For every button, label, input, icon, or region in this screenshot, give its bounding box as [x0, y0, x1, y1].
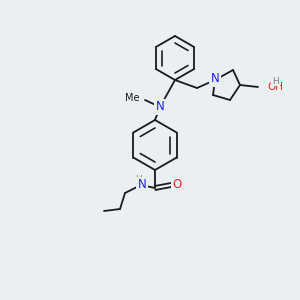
Text: H: H: [136, 176, 142, 184]
Text: N: N: [156, 100, 164, 113]
Text: H: H: [272, 76, 279, 85]
Text: OH: OH: [267, 82, 283, 92]
Text: Me: Me: [125, 93, 140, 103]
Text: N: N: [211, 73, 219, 85]
Text: N: N: [138, 178, 146, 191]
Text: O: O: [172, 178, 182, 191]
